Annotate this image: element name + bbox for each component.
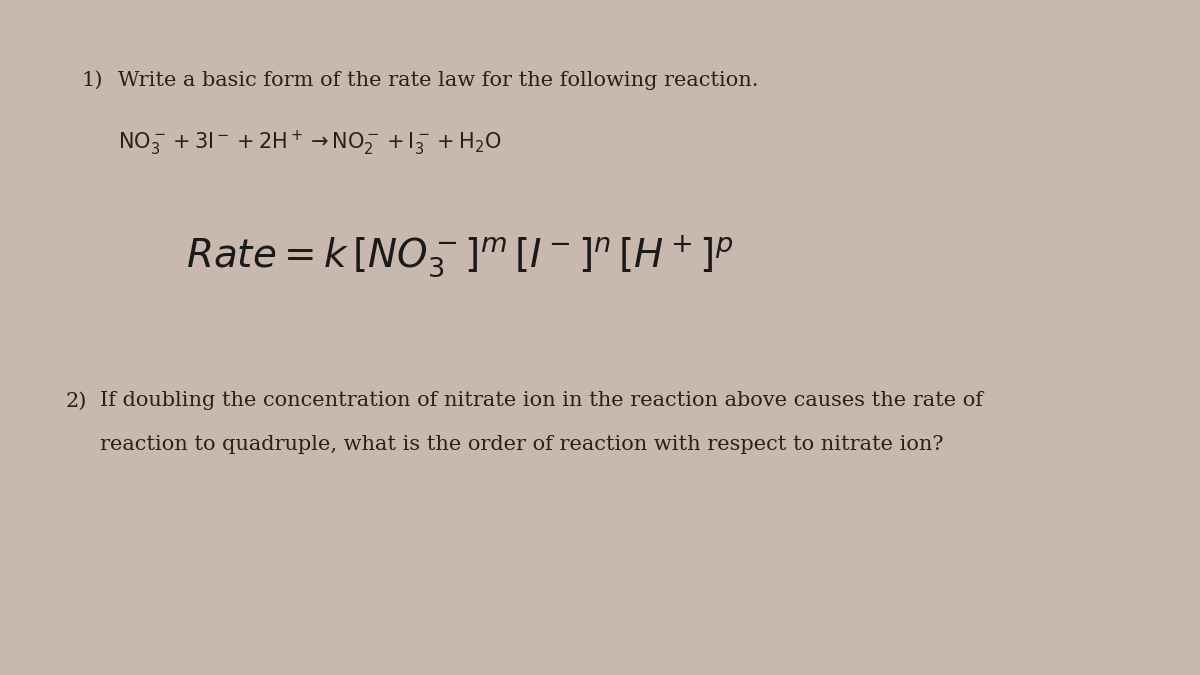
Text: 2): 2) bbox=[66, 392, 88, 410]
Text: $\mathit{Rate = k\,[NO_3^-]^m\,[I^-]^n\,[H^+]^p}$: $\mathit{Rate = k\,[NO_3^-]^m\,[I^-]^n\,… bbox=[186, 233, 733, 279]
Text: $\mathrm{NO_3^- + 3I^- + 2H^+ \rightarrow NO_2^- + I_3^- + H_2O}$: $\mathrm{NO_3^- + 3I^- + 2H^+ \rightarro… bbox=[118, 128, 502, 157]
Text: reaction to quadruple, what is the order of reaction with respect to nitrate ion: reaction to quadruple, what is the order… bbox=[100, 435, 943, 454]
Text: If doubling the concentration of nitrate ion in the reaction above causes the ra: If doubling the concentration of nitrate… bbox=[100, 392, 983, 410]
Text: 1): 1) bbox=[82, 71, 103, 90]
Text: Write a basic form of the rate law for the following reaction.: Write a basic form of the rate law for t… bbox=[118, 71, 758, 90]
